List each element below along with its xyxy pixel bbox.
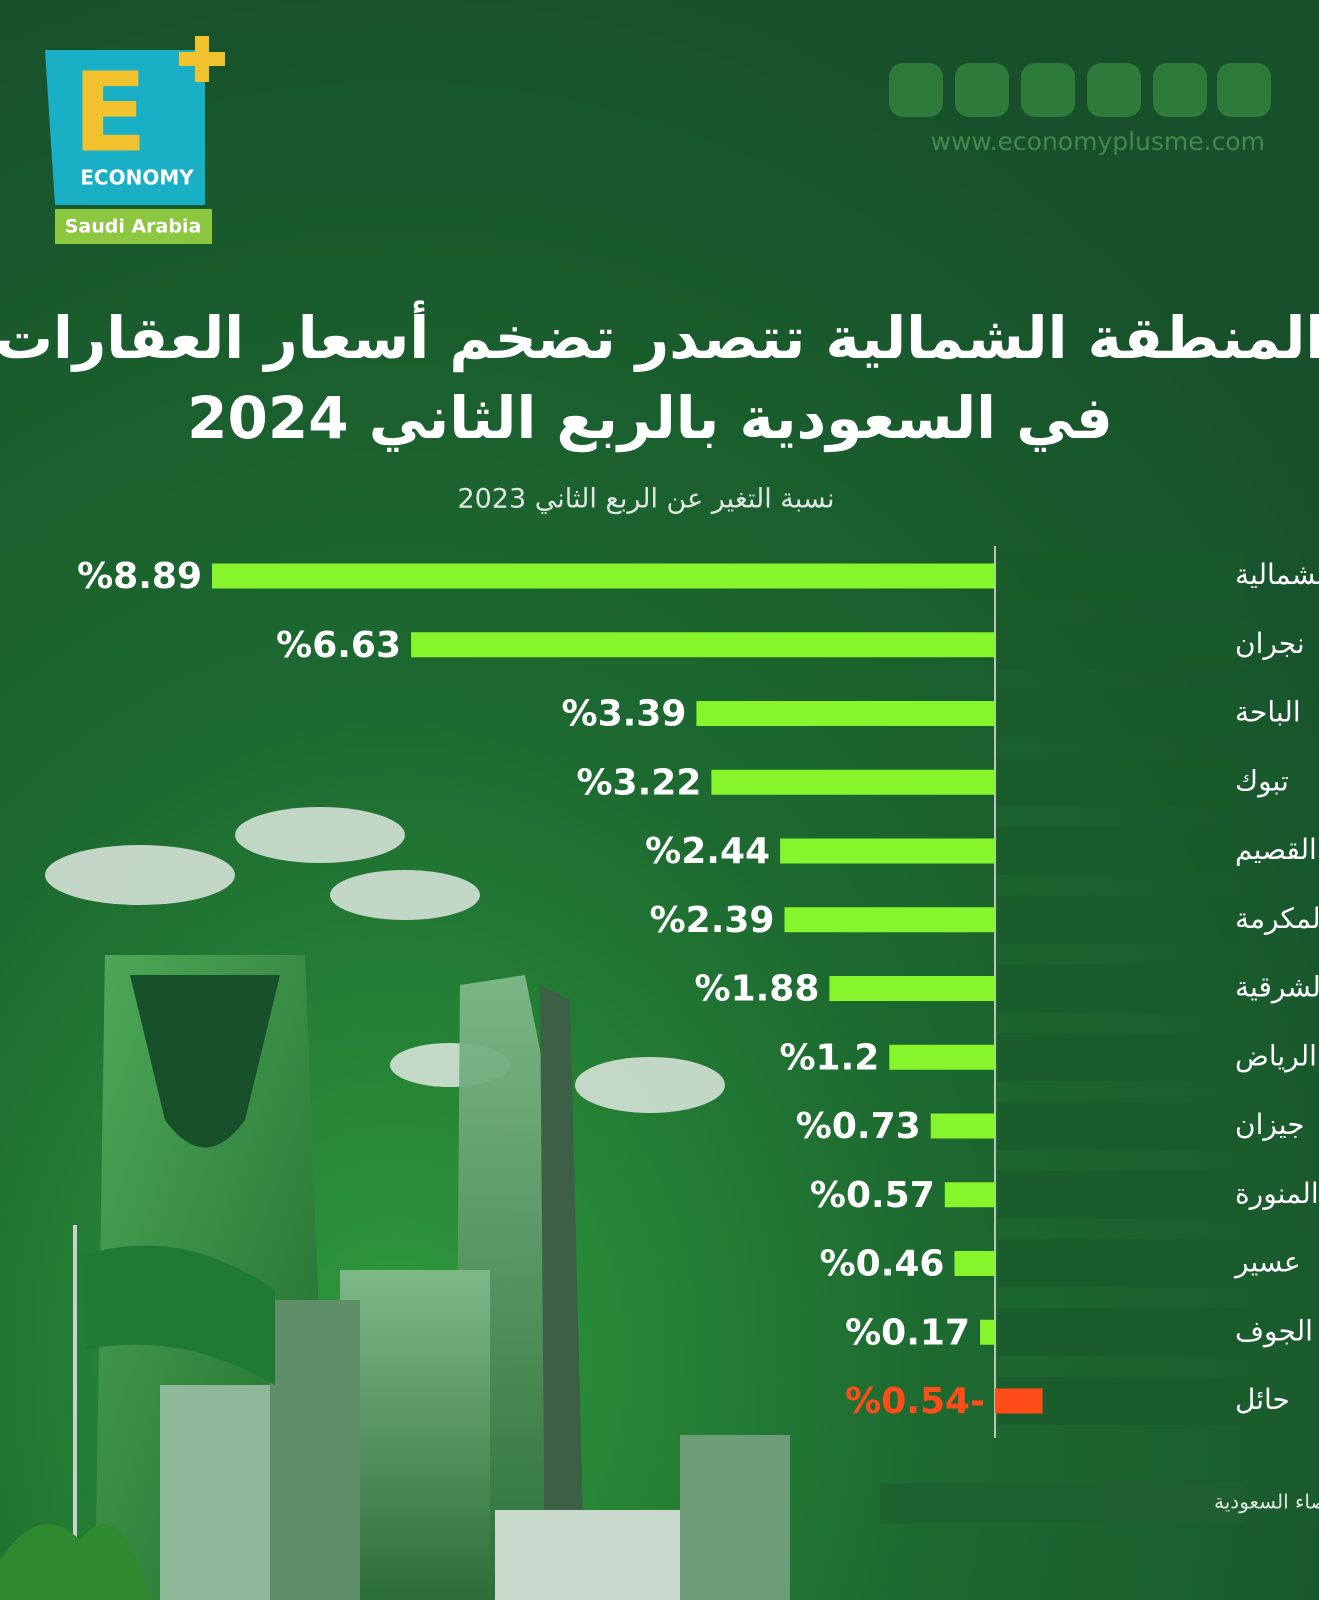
clouds	[45, 807, 725, 1113]
bar	[411, 632, 995, 658]
skyline	[0, 955, 790, 1600]
category-box	[998, 1102, 1243, 1150]
bar	[930, 1113, 995, 1139]
category-label: جيزان	[1235, 1108, 1305, 1141]
category-label: المنطقة الشمالية	[1235, 558, 1319, 591]
value-label: %2.39	[650, 900, 775, 941]
bar	[212, 563, 995, 589]
logo-region: Saudi Arabia	[65, 216, 202, 238]
bar	[889, 1044, 995, 1070]
source: المصدر: الهيئة العامة للإحصاء السعودية	[1214, 1490, 1319, 1514]
bar	[995, 1388, 1043, 1414]
category-box	[998, 1308, 1243, 1357]
logo: E ECONOMY Saudi Arabia	[45, 36, 225, 244]
bar	[944, 1182, 995, 1208]
value-label: %3.22	[576, 762, 701, 803]
logo-word: ECONOMY	[80, 166, 194, 190]
chart-subtitle: نسبة التغير عن الربع الثاني 2023	[457, 484, 834, 515]
category-label: الرياض	[1235, 1039, 1317, 1072]
category-box	[998, 620, 1243, 669]
bar	[954, 1251, 995, 1276]
bar	[980, 1319, 995, 1345]
website: www.economyplusme.com	[931, 127, 1265, 156]
bar	[829, 976, 995, 1001]
plot: المنطقة الشمالية %8.89 نجران %6.63 الباحة %3.…	[77, 552, 1319, 1425]
bar	[784, 907, 995, 933]
category-label: الجوف	[1235, 1314, 1313, 1347]
category-label: نجران	[1235, 627, 1305, 660]
value-label: %0.46	[820, 1244, 945, 1285]
category-box	[998, 552, 1243, 600]
bar	[696, 701, 995, 726]
category-label: المنطقة الشرقية	[1235, 971, 1319, 1004]
bar	[711, 769, 995, 795]
social-icons	[889, 63, 1271, 117]
logo-letter: E	[72, 48, 147, 176]
value-label: %6.63	[276, 625, 401, 666]
value-label: %1.2	[779, 1037, 879, 1078]
category-box	[998, 1033, 1243, 1082]
value-label: %3.39	[562, 694, 687, 735]
source-box	[880, 1483, 1245, 1523]
category-box	[998, 827, 1243, 875]
category-label: المدينة المنورة	[1235, 1177, 1319, 1210]
category-box	[998, 758, 1243, 807]
category-label: عسير	[1233, 1246, 1301, 1279]
value-label: %1.88	[695, 969, 820, 1010]
category-label: القصيم	[1235, 833, 1317, 866]
category-label: تبوك	[1235, 764, 1289, 797]
category-box	[998, 689, 1243, 738]
chart-title-line2: في السعودية بالربع الثاني 2024	[187, 384, 1113, 453]
value-label: %2.44	[645, 831, 770, 872]
category-box	[998, 895, 1243, 944]
category-box	[998, 964, 1243, 1013]
category-box	[998, 1170, 1243, 1219]
bar	[780, 838, 995, 864]
value-label: %8.89	[77, 556, 202, 597]
value-label: %0.54-	[845, 1381, 985, 1422]
value-label: %0.17	[845, 1312, 970, 1353]
category-box	[998, 1239, 1243, 1288]
value-label: %0.57	[810, 1175, 935, 1216]
chart-title: المنطقة الشمالية تتصدر تضخم أسعار العقار…	[0, 300, 1319, 372]
value-label: %0.73	[796, 1106, 921, 1147]
category-label: حائل	[1235, 1383, 1290, 1416]
category-label: الباحة	[1235, 696, 1301, 729]
category-label: مكة المكرمة	[1235, 902, 1319, 935]
